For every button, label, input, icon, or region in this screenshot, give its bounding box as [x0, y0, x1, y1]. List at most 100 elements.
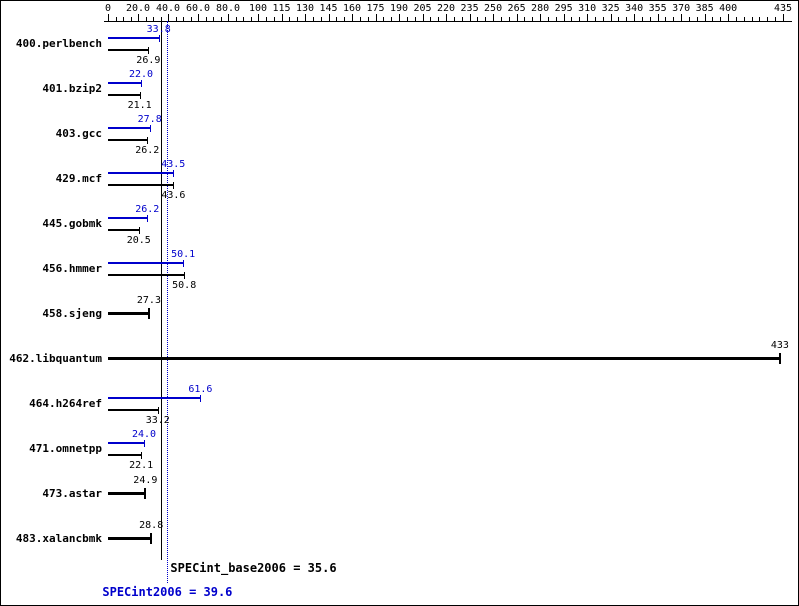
base-value-label: 27.3	[136, 295, 161, 306]
benchmark-label: 401.bzip2	[42, 82, 102, 95]
benchmark-label: 473.astar	[42, 487, 102, 500]
axis-major-tick	[728, 14, 730, 21]
axis-minor-tick	[696, 17, 698, 21]
axis-line	[104, 21, 792, 22]
axis-major-tick	[493, 14, 495, 21]
benchmark-label: 400.perlbench	[15, 37, 102, 50]
peak-bar-end-tick	[147, 215, 149, 222]
benchmark-label: 456.hmmer	[42, 262, 102, 275]
axis-minor-tick	[547, 17, 549, 21]
axis-minor-tick	[735, 17, 737, 21]
axis-minor-tick	[145, 17, 147, 21]
axis-major-tick	[168, 14, 169, 21]
peak-bar-end-tick	[141, 80, 142, 87]
base-bar	[108, 357, 780, 360]
peak-value-label: 50.1	[171, 249, 196, 260]
base-value-label: 433	[770, 340, 789, 351]
axis-minor-tick	[720, 17, 722, 21]
axis-minor-tick	[213, 17, 214, 21]
axis-minor-tick	[391, 17, 393, 21]
axis-tick-label: 175	[366, 3, 385, 14]
axis-tick-label: 400	[719, 3, 738, 14]
benchmark-label: 403.gcc	[55, 127, 102, 140]
axis-tick-label: 80.0	[215, 3, 241, 14]
axis-minor-tick	[532, 17, 534, 21]
axis-tick-label: 205	[413, 3, 432, 14]
axis-minor-tick	[220, 17, 222, 21]
axis-major-tick	[540, 14, 542, 21]
axis-tick-label: 220	[437, 3, 456, 14]
benchmark-label: 445.gobmk	[42, 217, 102, 230]
axis-minor-tick	[665, 17, 667, 21]
base-bar-end-tick	[139, 92, 141, 99]
axis-tick-label: 325	[601, 3, 620, 14]
axis-major-tick	[783, 14, 784, 21]
axis-major-tick	[704, 14, 706, 21]
axis-tick-label: 130	[295, 3, 315, 14]
peak-bar-end-tick	[149, 125, 151, 132]
axis-tick-label: 115	[272, 3, 291, 14]
axis-major-tick	[681, 14, 683, 21]
peak-bar	[108, 37, 159, 39]
base-value-label: 20.5	[126, 235, 151, 246]
base-value-label: 21.1	[127, 100, 152, 111]
axis-tick-label: 0	[104, 3, 112, 14]
axis-minor-tick	[767, 17, 769, 21]
peak-bar-end-tick	[144, 440, 145, 447]
axis-minor-tick	[579, 17, 581, 21]
peak-bar-end-tick	[158, 35, 160, 42]
axis-minor-tick	[190, 17, 192, 21]
axis-tick-label: 190	[390, 3, 409, 14]
axis-minor-tick	[626, 17, 628, 21]
base-mean-label: SPECint_base2006 = 35.6	[170, 561, 337, 575]
axis-minor-tick	[123, 17, 124, 21]
axis-tick-label: 340	[625, 3, 644, 14]
axis-major-tick	[516, 14, 518, 21]
axis-minor-tick	[641, 17, 643, 21]
axis-minor-tick	[673, 17, 675, 21]
axis-minor-tick	[500, 17, 502, 21]
axis-minor-tick	[430, 17, 432, 21]
axis-major-tick	[305, 14, 306, 21]
axis-minor-tick	[751, 17, 753, 21]
axis-tick-label: 60.0	[185, 3, 211, 14]
benchmark-label: 471.omnetpp	[29, 442, 102, 455]
peak-value-label: 26.2	[135, 204, 160, 215]
axis-minor-tick	[235, 17, 237, 21]
base-bar-end-tick	[173, 182, 175, 189]
axis-major-tick	[328, 14, 330, 21]
axis-major-tick	[399, 14, 401, 21]
axis-minor-tick	[175, 17, 177, 21]
benchmark-label: 483.xalancbmk	[15, 532, 102, 545]
peak-bar	[108, 172, 174, 174]
axis-major-tick	[446, 14, 448, 21]
base-value-label: 24.9	[133, 475, 158, 486]
base-bar-end-tick	[157, 407, 159, 414]
base-bar-end-tick	[147, 137, 149, 144]
axis-minor-tick	[485, 17, 487, 21]
axis-minor-tick	[344, 17, 346, 21]
axis-minor-tick	[743, 17, 745, 21]
base-bar-end-tick	[144, 488, 147, 499]
peak-value-label: 33.8	[146, 24, 171, 35]
base-bar	[108, 139, 148, 141]
base-bar	[108, 312, 149, 315]
axis-minor-tick	[594, 17, 596, 21]
axis-major-tick	[258, 14, 259, 21]
axis-minor-tick	[367, 17, 369, 21]
axis-minor-tick	[571, 17, 573, 21]
axis-minor-tick	[336, 17, 338, 21]
base-bar	[108, 492, 146, 495]
peak-bar	[108, 397, 201, 399]
base-bar-end-tick	[150, 533, 153, 544]
axis-major-tick	[228, 14, 229, 21]
axis-minor-tick	[461, 17, 463, 21]
base-bar-end-tick	[184, 272, 186, 279]
axis-minor-tick	[524, 17, 526, 21]
axis-major-tick	[422, 14, 424, 21]
peak-mean-line	[167, 21, 169, 583]
axis-tick-label: 385	[695, 3, 714, 14]
axis-minor-tick	[183, 17, 184, 21]
axis-major-tick	[657, 14, 659, 21]
axis-minor-tick	[438, 17, 440, 21]
